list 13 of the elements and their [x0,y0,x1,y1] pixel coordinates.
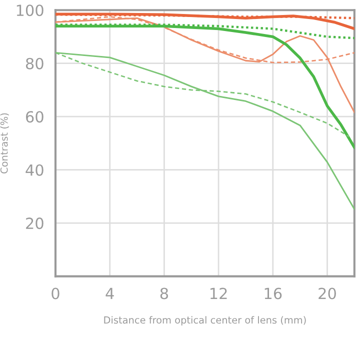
x-tick-label: 8 [160,288,168,300]
y-tick-label: 40 [26,164,44,176]
x-tick-label: 4 [106,288,114,300]
y-tick-label: 20 [26,218,44,230]
x-axis-title: Distance from optical center of lens (mm) [104,316,306,326]
x-tick-label: 20 [318,288,336,300]
y-tick-label: 80 [26,58,44,70]
y-tick-label: 100 [16,4,44,16]
y-axis-title: Contrast (%) [0,113,9,174]
x-tick-label: 16 [264,288,282,300]
y-tick-label: 60 [26,111,44,123]
x-tick-label: 12 [210,288,227,300]
x-tick-label: 0 [52,288,60,300]
